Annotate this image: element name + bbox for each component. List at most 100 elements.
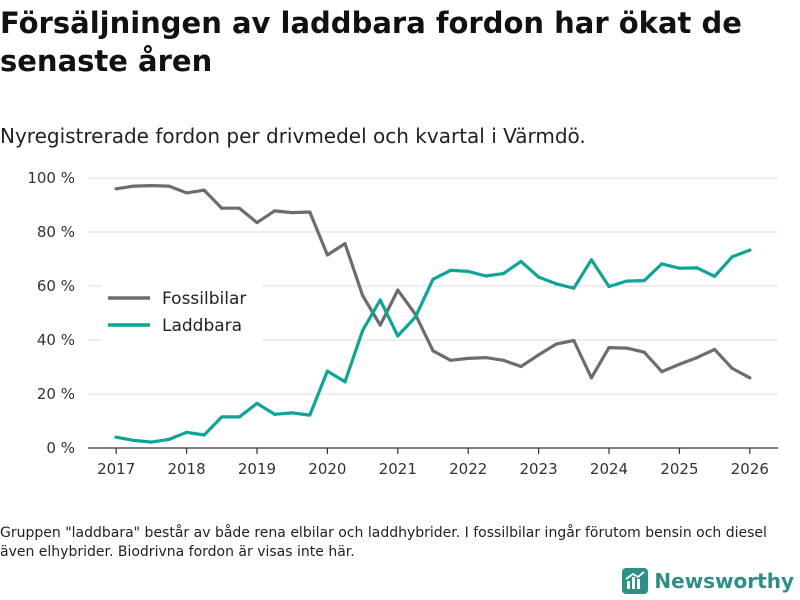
data-point-fossilbilar	[431, 349, 435, 353]
data-point-laddbara	[396, 334, 400, 338]
data-point-fossilbilar	[220, 206, 224, 210]
y-tick-label: 100 %	[27, 169, 75, 187]
data-point-laddbara	[730, 255, 734, 259]
legend-background	[102, 280, 262, 342]
brand-logo: Newsworthy	[622, 568, 794, 594]
x-tick-label: 2018	[167, 460, 205, 478]
x-tick-label: 2017	[97, 460, 135, 478]
data-point-fossilbilar	[625, 346, 629, 350]
data-point-laddbara	[202, 433, 206, 437]
data-point-laddbara	[660, 262, 664, 266]
line-chart: 0 % 20 % 40 % 60 % 80 % 100 % 2017 2018 2019 2020…	[27, 169, 778, 478]
x-tick-label: 2023	[520, 460, 558, 478]
data-point-fossilbilar	[730, 366, 734, 370]
data-point-fossilbilar	[607, 345, 611, 350]
data-point-fossilbilar	[537, 353, 541, 357]
axis-layer: 0 % 20 % 40 % 60 % 80 % 100 % 2017 2018 2019 2020…	[27, 169, 778, 478]
data-point-laddbara	[272, 412, 277, 416]
data-point-laddbara	[343, 380, 347, 384]
data-point-laddbara	[114, 435, 118, 439]
data-point-laddbara	[325, 369, 329, 373]
x-tick-label: 2021	[379, 460, 417, 478]
data-point-laddbara	[413, 315, 417, 319]
data-point-laddbara	[537, 275, 541, 279]
data-point-laddbara	[642, 279, 646, 283]
x-tick-label: 2020	[308, 460, 346, 478]
data-point-fossilbilar	[378, 323, 382, 327]
data-point-laddbara	[572, 286, 576, 290]
data-point-laddbara	[589, 258, 594, 262]
data-point-fossilbilar	[237, 206, 241, 210]
data-point-fossilbilar	[325, 253, 329, 257]
data-point-fossilbilar	[114, 187, 118, 191]
data-point-laddbara	[184, 430, 189, 434]
data-point-laddbara	[677, 266, 682, 270]
data-point-laddbara	[695, 266, 699, 270]
data-point-fossilbilar	[343, 242, 347, 246]
legend-label-laddbara: Laddbara	[162, 316, 242, 336]
data-point-fossilbilar	[484, 355, 488, 360]
data-point-fossilbilar	[572, 338, 576, 343]
y-tick-label: 80 %	[37, 223, 75, 241]
legend: Fossilbilar Laddbara	[102, 280, 262, 342]
data-point-laddbara	[290, 411, 294, 415]
series-layer	[114, 183, 752, 444]
footnote: Gruppen "laddbara" består av både rena e…	[0, 525, 767, 560]
y-tick-label: 40 %	[37, 331, 75, 349]
data-point-laddbara	[713, 274, 717, 278]
data-point-fossilbilar	[713, 347, 717, 352]
brand-name: Newsworthy	[654, 569, 794, 593]
x-tick-label: 2026	[731, 460, 769, 478]
data-point-laddbara	[748, 248, 752, 252]
y-tick-label: 20 %	[37, 385, 75, 403]
y-tick-label: 60 %	[37, 277, 75, 295]
data-point-fossilbilar	[466, 356, 470, 360]
x-tick-label: 2025	[660, 460, 698, 478]
data-point-laddbara	[519, 259, 523, 264]
data-point-fossilbilar	[748, 376, 752, 380]
data-point-laddbara	[220, 415, 224, 419]
data-point-fossilbilar	[184, 191, 189, 195]
data-point-fossilbilar	[501, 358, 506, 362]
data-point-fossilbilar	[589, 376, 594, 380]
data-point-laddbara	[237, 415, 241, 419]
data-point-laddbara	[149, 440, 153, 444]
data-point-laddbara	[607, 284, 611, 289]
data-point-laddbara	[308, 413, 312, 417]
data-point-fossilbilar	[202, 188, 206, 192]
data-point-laddbara	[466, 269, 470, 274]
data-point-fossilbilar	[149, 183, 153, 188]
data-point-laddbara	[360, 328, 365, 333]
data-point-fossilbilar	[308, 210, 312, 214]
data-point-laddbara	[449, 268, 453, 272]
chart-title: Försäljningen av laddbara fordon har öka…	[0, 6, 742, 78]
data-point-fossilbilar	[290, 210, 294, 215]
data-point-laddbara	[167, 437, 171, 441]
chart-subtitle: Nyregistrerade fordon per drivmedel och …	[0, 124, 586, 148]
data-point-laddbara	[484, 274, 488, 278]
data-point-laddbara	[554, 282, 558, 286]
data-point-fossilbilar	[449, 358, 453, 362]
data-point-laddbara	[625, 279, 629, 283]
data-point-laddbara	[255, 401, 259, 406]
legend-label-fossilbilar: Fossilbilar	[162, 289, 246, 309]
data-point-fossilbilar	[519, 364, 523, 369]
newsworthy-logo-icon	[622, 568, 649, 594]
data-point-fossilbilar	[255, 220, 259, 225]
data-point-fossilbilar	[660, 369, 664, 374]
data-point-fossilbilar	[677, 362, 682, 366]
data-point-fossilbilar	[695, 355, 699, 360]
data-point-fossilbilar	[272, 209, 277, 213]
data-point-fossilbilar	[167, 184, 171, 188]
data-point-laddbara	[431, 277, 435, 281]
data-point-fossilbilar	[396, 288, 400, 292]
data-point-fossilbilar	[554, 342, 558, 346]
x-tick-label: 2022	[449, 460, 487, 478]
data-point-fossilbilar	[132, 184, 136, 188]
data-point-laddbara	[501, 271, 506, 276]
y-tick-label: 0 %	[46, 439, 75, 457]
x-tick-label: 2019	[238, 460, 276, 478]
data-point-fossilbilar	[360, 293, 365, 298]
data-point-fossilbilar	[642, 350, 646, 354]
x-tick-label: 2024	[590, 460, 628, 478]
